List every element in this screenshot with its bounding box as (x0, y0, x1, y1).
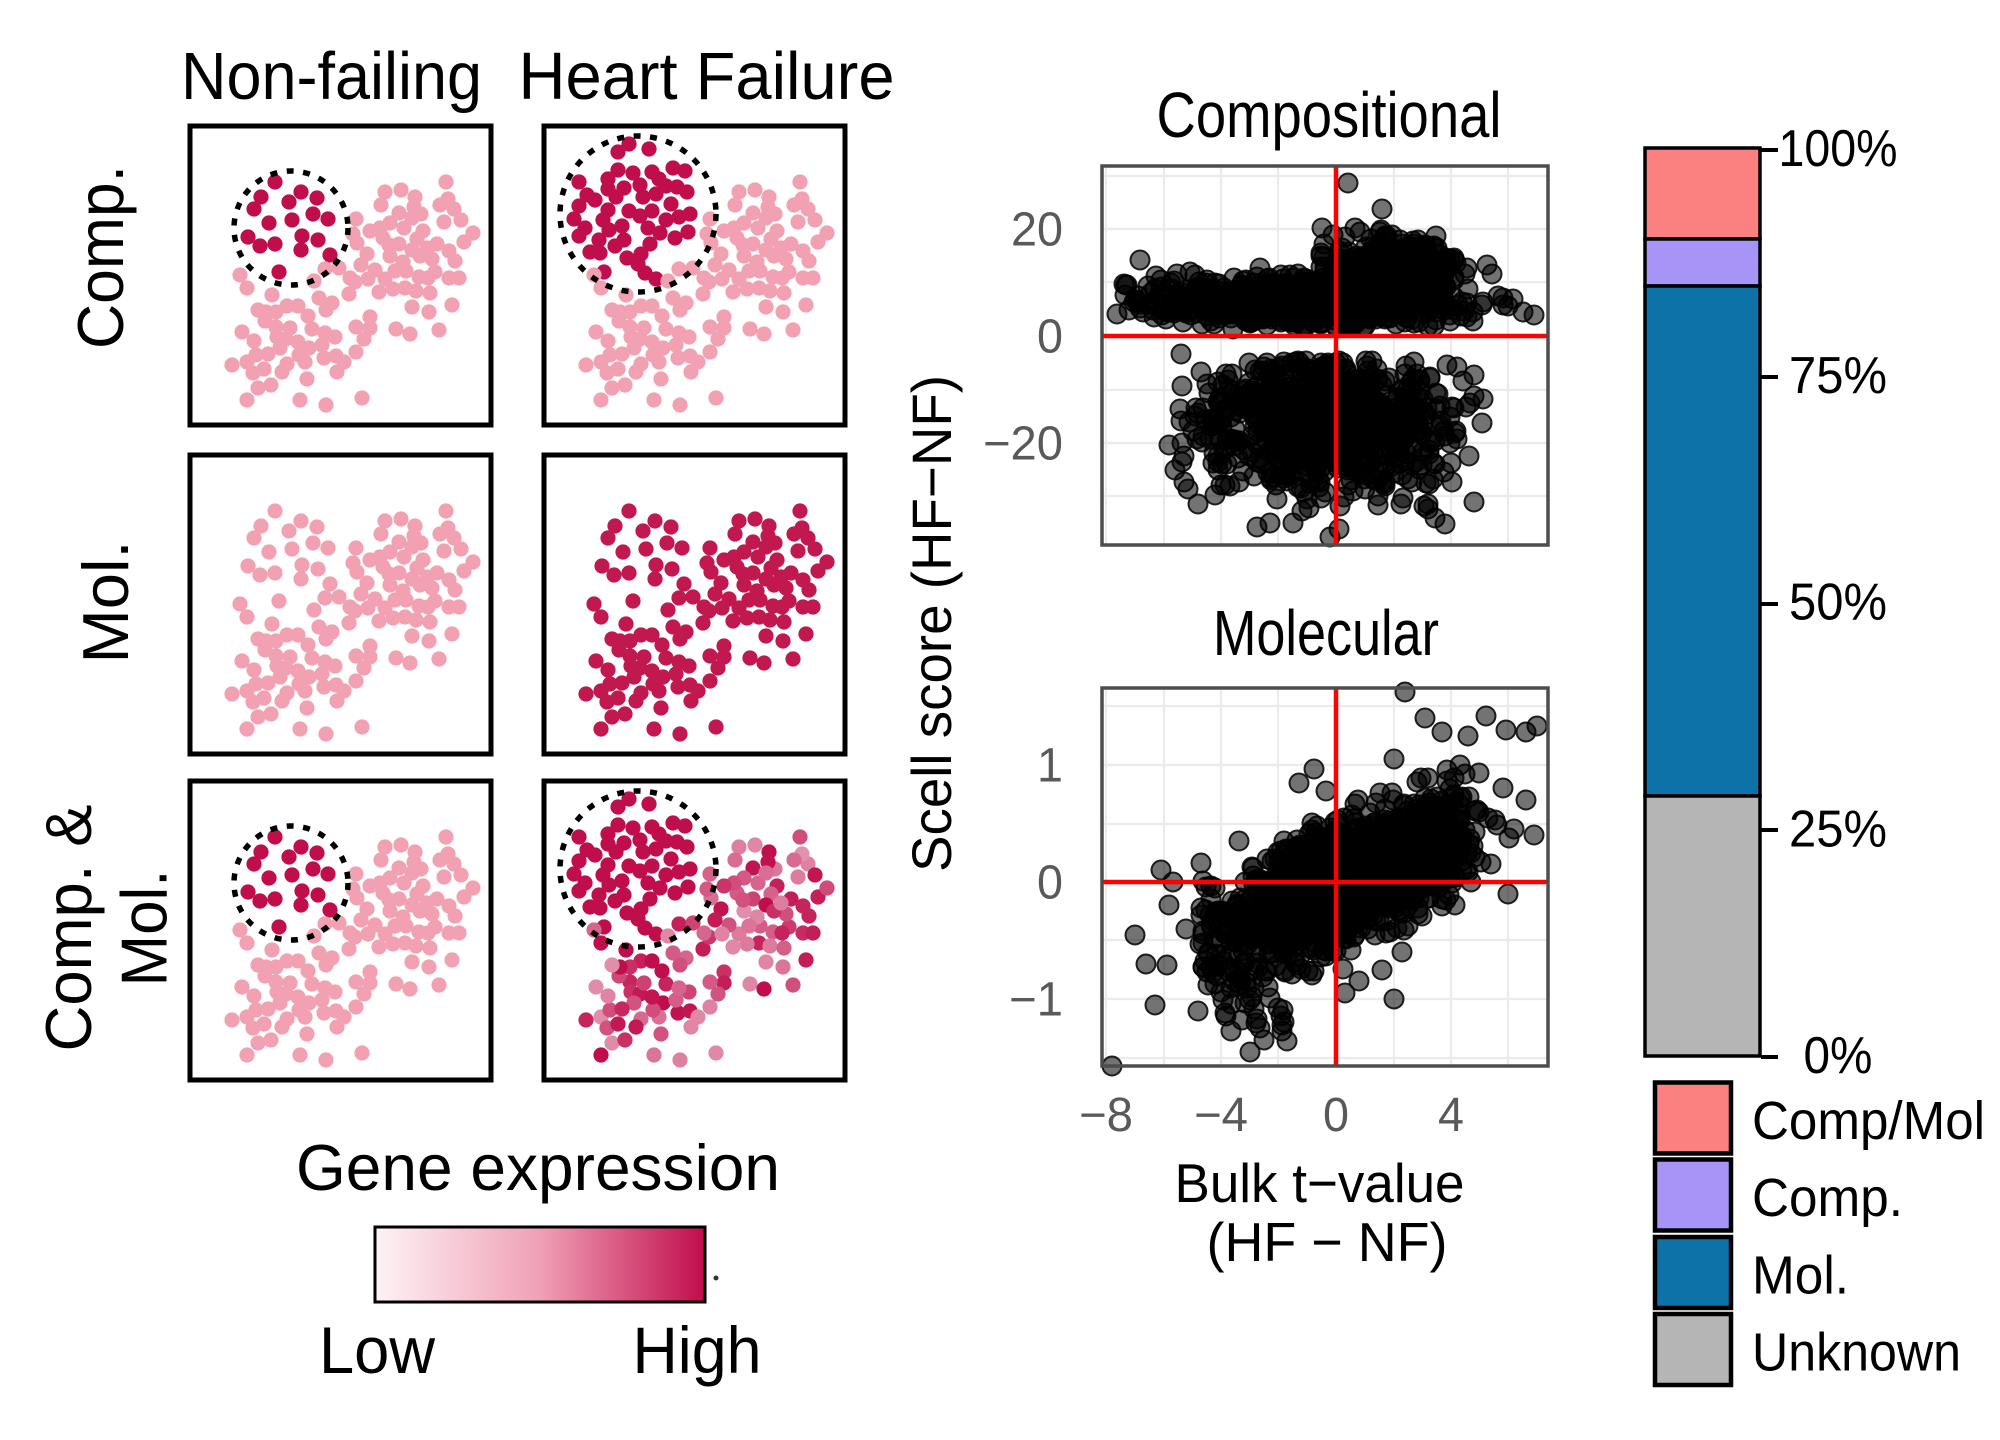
svg-text:0: 0 (1037, 857, 1063, 910)
svg-text:Mol.: Mol. (108, 870, 181, 987)
svg-text:Comp. &: Comp. & (32, 805, 105, 1052)
svg-text:4: 4 (1438, 1089, 1464, 1142)
svg-text:Molecular: Molecular (1213, 597, 1439, 669)
svg-text:−20: −20 (983, 418, 1063, 471)
svg-text:Compositional: Compositional (1157, 79, 1502, 151)
svg-text:Comp.: Comp. (64, 165, 137, 349)
svg-text:25%: 25% (1789, 800, 1887, 858)
svg-text:High: High (633, 1313, 762, 1387)
svg-text:0%: 0% (1804, 1027, 1873, 1085)
svg-text:Scell score (HF−NF): Scell score (HF−NF) (900, 375, 963, 872)
svg-text:Comp/Mol: Comp/Mol (1752, 1091, 1985, 1151)
svg-text:−8: −8 (1079, 1089, 1133, 1142)
svg-text:100%: 100% (1779, 120, 1898, 178)
svg-text:Comp.: Comp. (1752, 1168, 1903, 1228)
svg-text:75%: 75% (1789, 347, 1887, 405)
svg-text:Gene expression: Gene expression (296, 1131, 780, 1204)
svg-text:Mol.: Mol. (69, 541, 142, 664)
svg-text:−1: −1 (1009, 974, 1063, 1027)
svg-text:Low: Low (319, 1313, 435, 1387)
svg-text:Heart Failure: Heart Failure (519, 39, 895, 114)
svg-text:0: 0 (1323, 1089, 1349, 1142)
svg-text:1: 1 (1037, 740, 1063, 793)
svg-text:Unknown: Unknown (1752, 1323, 1961, 1383)
svg-text:0: 0 (1037, 311, 1063, 364)
svg-text:20: 20 (1011, 204, 1063, 257)
svg-text:(HF − NF): (HF − NF) (1207, 1211, 1448, 1273)
svg-text:50%: 50% (1789, 574, 1887, 632)
svg-text:Mol.: Mol. (1752, 1246, 1849, 1306)
svg-text:−4: −4 (1194, 1089, 1248, 1142)
svg-text:Bulk t−value: Bulk t−value (1175, 1152, 1465, 1214)
svg-text:Non-failing: Non-failing (181, 39, 482, 114)
